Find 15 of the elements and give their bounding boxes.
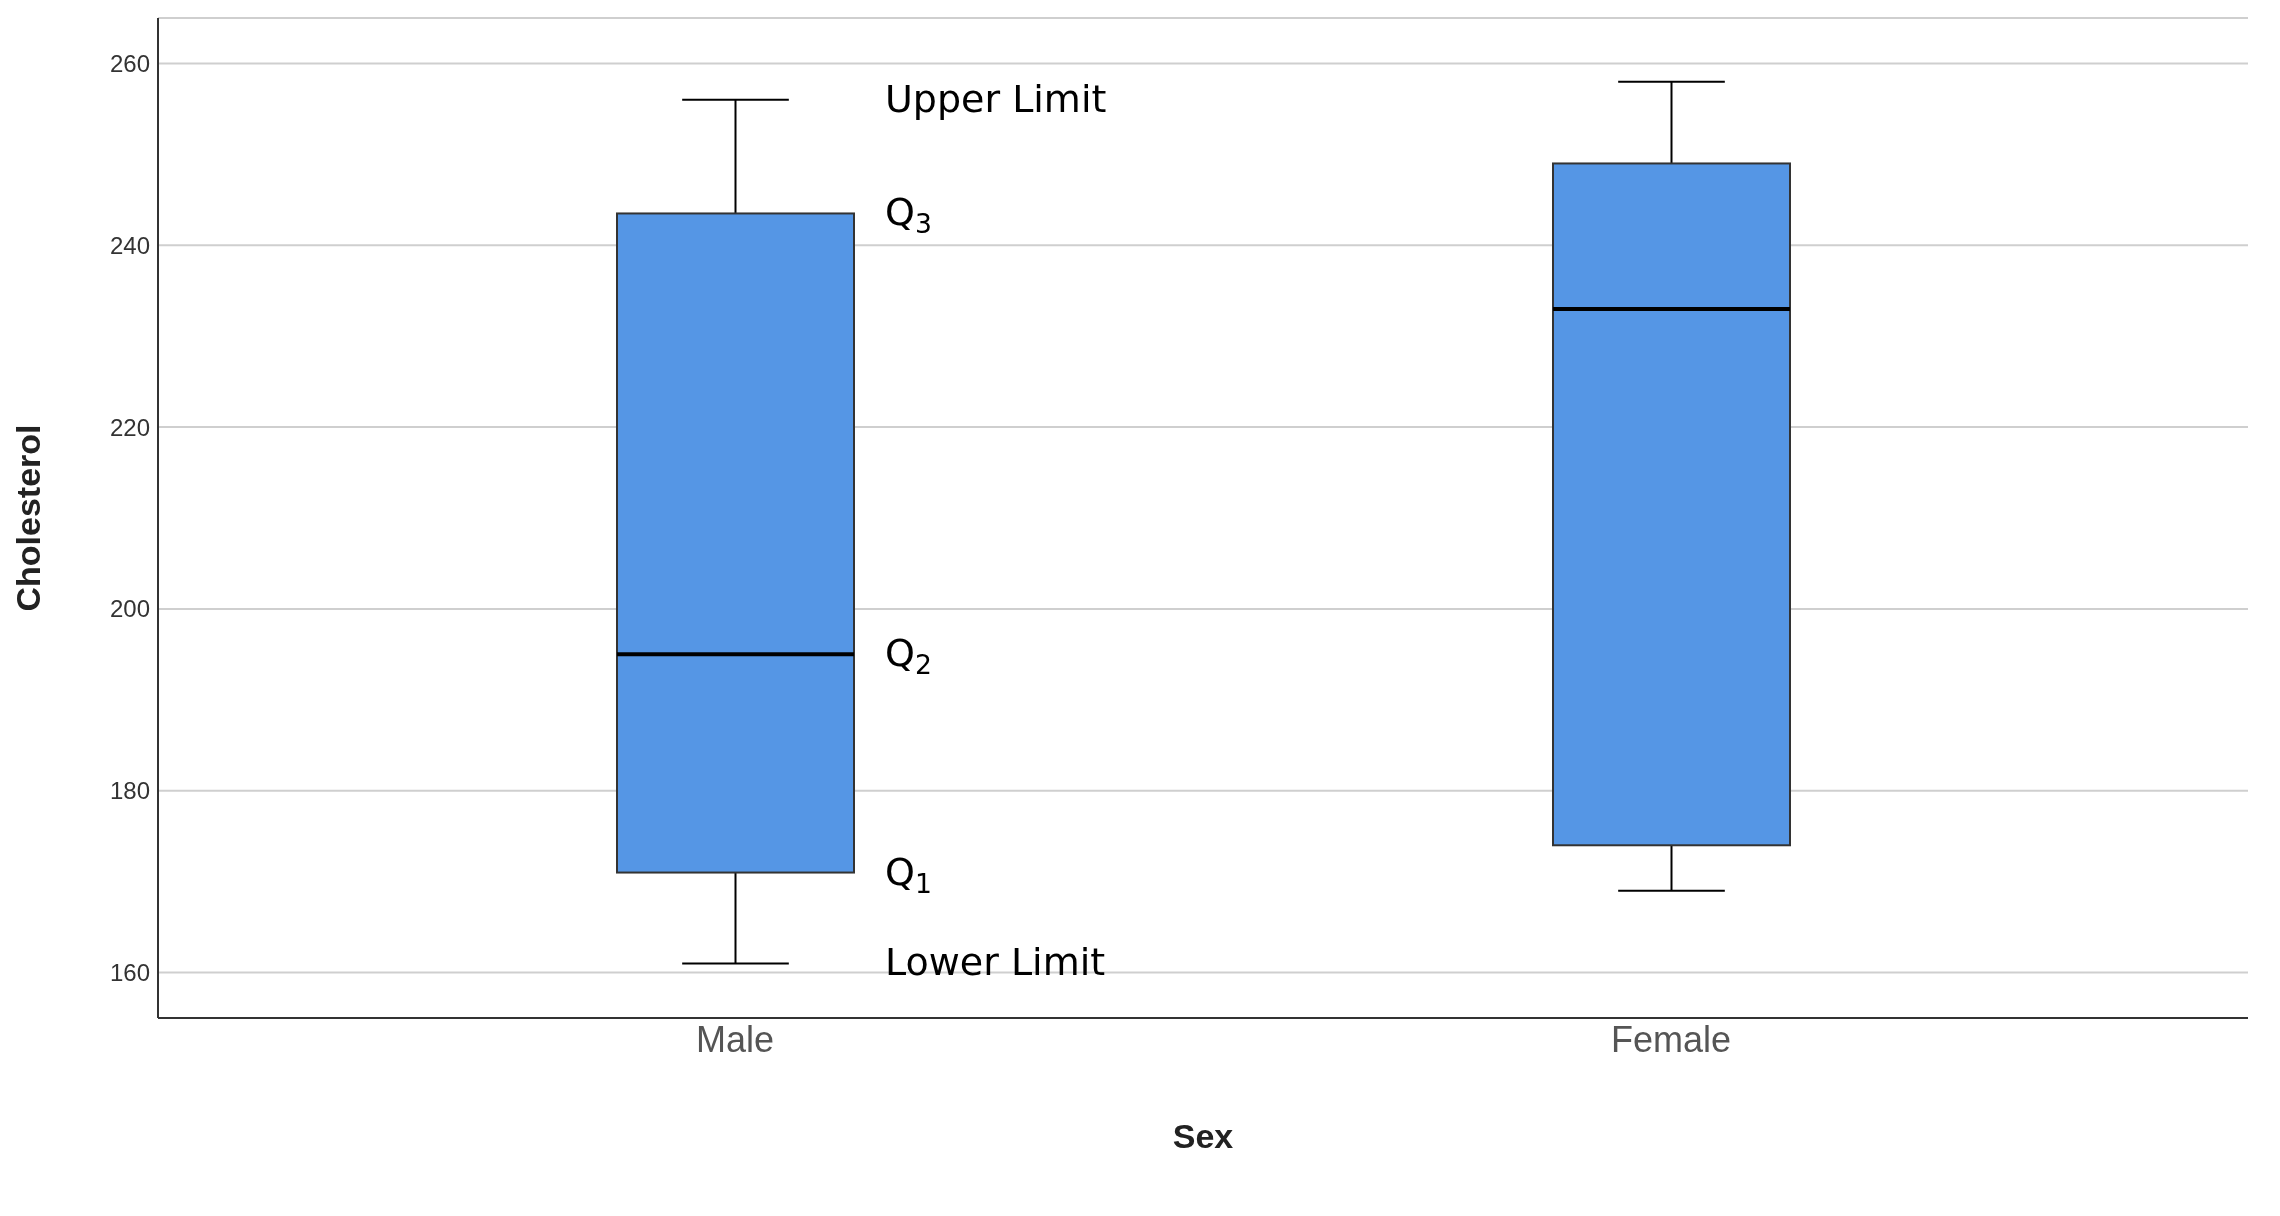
- y-tick-label: 220: [109, 413, 150, 441]
- y-tick-label: 160: [109, 959, 150, 987]
- annotation: Lower Limit: [885, 940, 1106, 985]
- y-tick-label: 260: [109, 49, 150, 77]
- annotation: Q$_{1}$: [885, 849, 932, 899]
- annotation: Upper Limit: [885, 76, 1107, 121]
- x-tick-label: Female: [1610, 1018, 1732, 1060]
- y-tick-label: 180: [109, 777, 150, 805]
- y-tick-label: 240: [109, 231, 150, 259]
- y-tick-label: 200: [109, 595, 150, 623]
- annotation: Q$_{2}$: [885, 631, 932, 681]
- y-axis-title: Cholesterol: [9, 424, 48, 612]
- x-tick-label: Male: [695, 1018, 775, 1060]
- x-axis-title: Sex: [1172, 1117, 1234, 1155]
- annotation: Q$_{3}$: [885, 190, 932, 240]
